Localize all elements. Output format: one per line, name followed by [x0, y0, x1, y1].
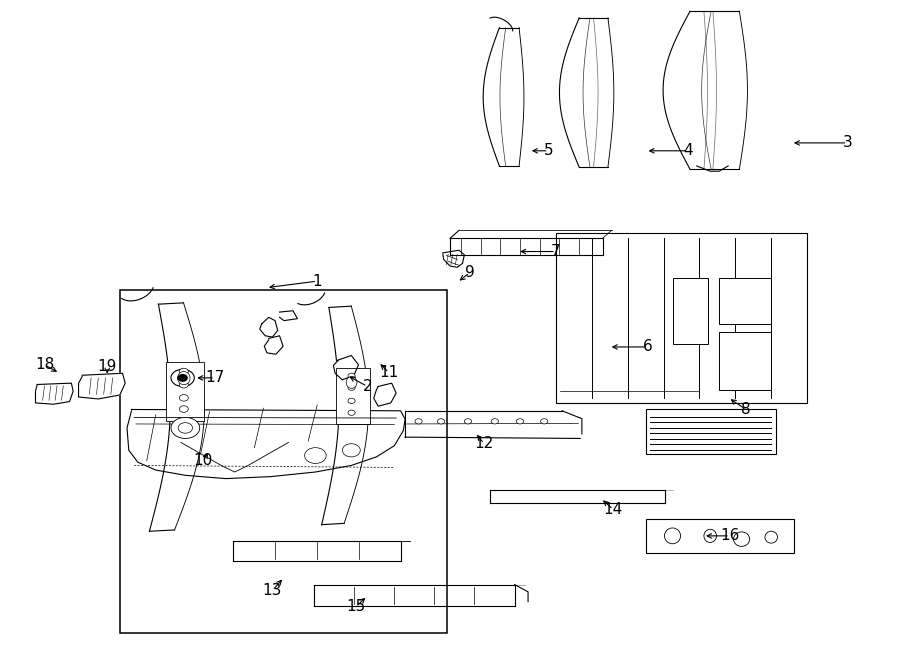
Circle shape	[179, 395, 188, 401]
Circle shape	[437, 418, 445, 424]
Text: 3: 3	[842, 136, 852, 151]
Circle shape	[178, 375, 187, 381]
Circle shape	[304, 447, 326, 463]
Ellipse shape	[734, 532, 750, 547]
Text: 19: 19	[97, 359, 117, 374]
Ellipse shape	[346, 377, 357, 389]
Text: 15: 15	[346, 600, 365, 615]
Text: 17: 17	[205, 370, 225, 385]
Text: 10: 10	[194, 453, 213, 469]
Polygon shape	[260, 317, 278, 337]
Text: 16: 16	[720, 528, 740, 543]
Text: 6: 6	[643, 340, 652, 354]
Ellipse shape	[704, 529, 716, 543]
Polygon shape	[265, 336, 284, 354]
Text: 8: 8	[742, 402, 751, 417]
Text: 11: 11	[380, 365, 399, 380]
Bar	[719, 278, 771, 324]
Circle shape	[348, 398, 356, 403]
Text: 2: 2	[363, 379, 373, 394]
Text: 7: 7	[551, 244, 561, 259]
Circle shape	[179, 368, 188, 375]
Bar	[645, 519, 794, 553]
Text: 9: 9	[465, 265, 474, 280]
Ellipse shape	[765, 531, 778, 543]
Circle shape	[171, 369, 194, 387]
Bar	[166, 362, 203, 421]
Polygon shape	[374, 383, 396, 407]
Ellipse shape	[664, 528, 680, 544]
Circle shape	[541, 418, 548, 424]
Text: 13: 13	[263, 583, 282, 598]
Circle shape	[348, 373, 356, 379]
Circle shape	[171, 417, 200, 438]
Circle shape	[464, 418, 472, 424]
Text: 12: 12	[474, 436, 494, 451]
Polygon shape	[35, 383, 73, 405]
Circle shape	[415, 418, 422, 424]
Text: 18: 18	[35, 357, 54, 372]
Circle shape	[348, 385, 356, 391]
Bar	[672, 278, 708, 344]
Polygon shape	[78, 373, 125, 399]
Ellipse shape	[177, 371, 190, 385]
Text: 5: 5	[544, 143, 554, 158]
Circle shape	[179, 381, 188, 388]
Circle shape	[342, 444, 360, 457]
Polygon shape	[333, 356, 358, 380]
Bar	[337, 368, 371, 424]
Polygon shape	[280, 311, 298, 321]
Text: 1: 1	[312, 274, 322, 289]
Text: 4: 4	[683, 143, 693, 158]
Circle shape	[517, 418, 524, 424]
Polygon shape	[127, 409, 405, 479]
Bar	[556, 233, 807, 403]
Bar	[645, 409, 776, 454]
Polygon shape	[443, 251, 464, 267]
Bar	[120, 290, 447, 633]
Bar	[719, 332, 771, 390]
Circle shape	[178, 422, 193, 433]
Circle shape	[348, 410, 356, 415]
Circle shape	[491, 418, 499, 424]
Circle shape	[179, 406, 188, 412]
Text: 14: 14	[604, 502, 623, 517]
